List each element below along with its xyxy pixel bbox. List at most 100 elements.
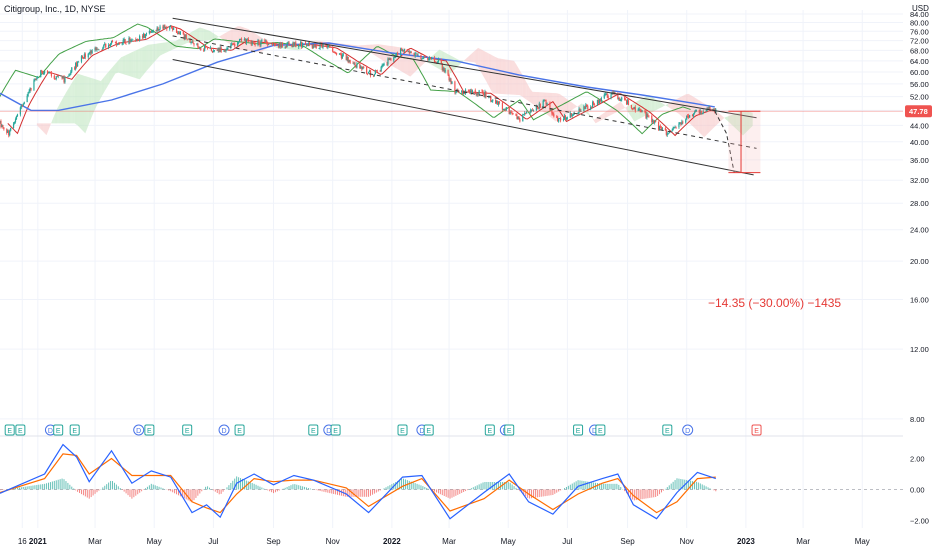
cloud-segment <box>51 120 53 124</box>
cloud-segment <box>242 27 244 51</box>
candle-body <box>596 99 599 105</box>
candle-body <box>26 95 28 103</box>
cloud-segment <box>97 80 99 104</box>
candle-body <box>410 52 412 54</box>
candle-body <box>708 107 710 109</box>
cloud-segment <box>602 113 604 120</box>
candle-body <box>664 128 666 131</box>
cloud-segment <box>535 91 537 107</box>
last-price-label: 47.78 <box>909 107 928 116</box>
candle-body <box>441 63 443 70</box>
cloud-segment <box>182 36 184 46</box>
candle-body <box>387 58 389 65</box>
candle-body <box>102 47 104 50</box>
cloud-segment <box>580 103 582 110</box>
cloud-segment <box>214 33 216 40</box>
cloud-segment <box>107 71 109 87</box>
event-marker-label: E <box>237 428 242 435</box>
cloud-segment <box>36 123 38 127</box>
candle-body <box>40 70 42 78</box>
candle-body <box>144 34 147 39</box>
cloud-segment <box>209 30 211 41</box>
event-marker-label: E <box>7 428 12 435</box>
cloud-segment <box>678 96 682 117</box>
candle-body <box>258 40 260 45</box>
cloud-segment <box>174 41 176 49</box>
symbol-title: Citigroup, Inc., 1D, NYSE <box>4 4 106 14</box>
time-tick-label: May <box>501 537 516 546</box>
candle-body <box>454 81 456 93</box>
event-marker-label: E <box>185 428 190 435</box>
candle-body <box>512 113 514 115</box>
cloud-segment <box>570 101 574 112</box>
time-tick-label: Jul <box>562 537 572 546</box>
candle-body <box>264 40 266 42</box>
candle-body <box>713 108 715 112</box>
cloud-segment <box>65 91 67 124</box>
trend-channel-drawings <box>0 17 903 176</box>
cloud-segment <box>716 111 718 125</box>
cloud-segment <box>730 115 732 125</box>
price-tick-label: 68.00 <box>910 46 929 55</box>
grid-layer <box>0 10 903 528</box>
candle-body <box>55 76 57 79</box>
cloud-segment <box>222 34 224 40</box>
candle-body <box>308 43 311 45</box>
cloud-segment <box>72 79 74 124</box>
candle-body <box>666 133 668 135</box>
candle-body <box>657 121 660 130</box>
candle-body <box>339 53 342 55</box>
cloud-segment <box>145 45 147 73</box>
cloud-segment <box>738 112 740 132</box>
cloud-segment <box>452 56 454 72</box>
earnings-marker: E <box>751 424 762 436</box>
cloud-segment <box>513 60 515 95</box>
candle-body <box>407 51 409 53</box>
cloud-segment <box>229 29 231 45</box>
candle-body <box>301 41 303 47</box>
candle-body <box>198 46 200 49</box>
candle-body <box>197 43 199 47</box>
candle-body <box>682 121 684 123</box>
candle-body <box>342 54 344 56</box>
cloud-segment <box>216 35 218 39</box>
cloud-segment <box>743 110 745 135</box>
cloud-segment <box>187 33 189 43</box>
candle-body <box>618 98 620 100</box>
candle-body <box>132 39 134 41</box>
candle-body <box>1 124 3 128</box>
candle-body <box>584 106 586 109</box>
event-marker-label: E <box>426 428 431 435</box>
cloud-segment <box>120 57 122 74</box>
candle-body <box>63 76 65 83</box>
candle-body <box>604 94 606 95</box>
candle-body <box>680 123 682 125</box>
candle-body <box>431 57 433 60</box>
cloud-segment <box>520 72 522 97</box>
candle-body <box>36 78 38 79</box>
candle-body <box>448 75 450 81</box>
price-tick-label: 32.00 <box>910 176 929 185</box>
candle-body <box>668 131 670 134</box>
candle-body <box>156 27 158 31</box>
cloud-segment <box>118 59 120 73</box>
dividend-marker-circle <box>133 424 145 436</box>
cloud-segment <box>669 102 671 109</box>
candle-body <box>597 99 600 104</box>
cloud-segment <box>712 109 716 129</box>
cloud-segment <box>140 47 142 79</box>
cloud-segment <box>567 99 569 114</box>
cloud-segment <box>737 112 739 131</box>
candle-body <box>305 44 308 46</box>
cloud-segment <box>201 28 203 42</box>
candle-body <box>88 53 90 55</box>
candle-body <box>603 94 605 99</box>
cloud-segment <box>554 93 556 122</box>
cloud-segment <box>446 53 448 74</box>
candle-body <box>617 93 619 100</box>
cloud-segment <box>235 26 237 49</box>
cloud-segment <box>733 113 737 129</box>
candle-body <box>164 25 166 28</box>
